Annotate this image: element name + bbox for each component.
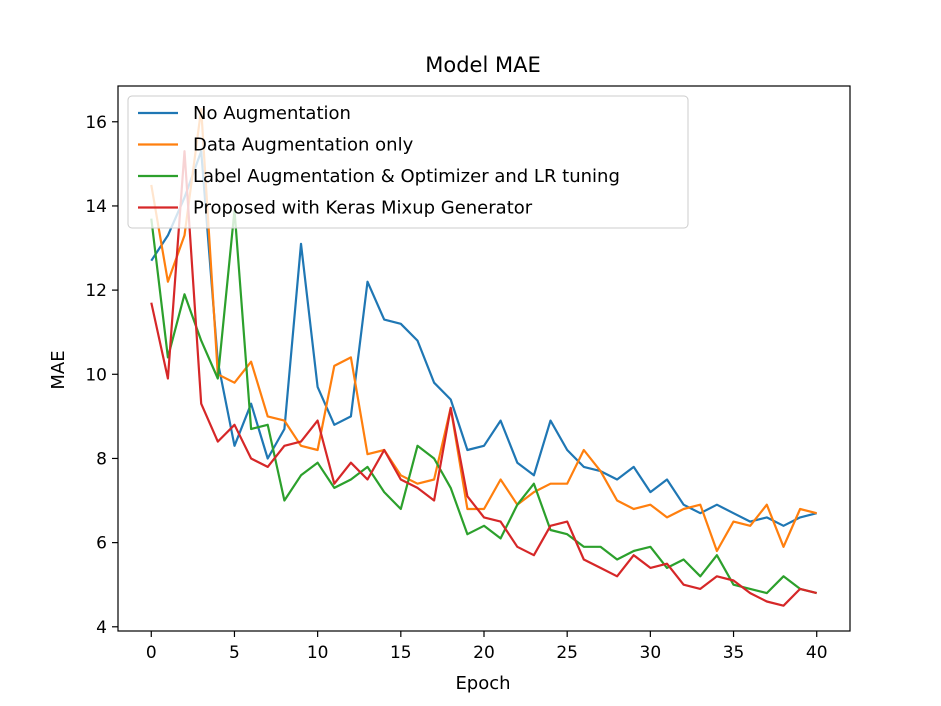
y-axis-title: MAE [48, 350, 69, 389]
legend: No Augmentation Data Augmentation only Lab… [127, 95, 689, 229]
x-tick-label: 35 [723, 643, 745, 663]
x-tick-label: 5 [229, 643, 240, 663]
x-tick-label: 25 [556, 643, 578, 663]
y-tick-label: 10 [85, 365, 107, 385]
x-axis-title: Epoch [455, 673, 510, 694]
x-tick-label: 30 [640, 643, 662, 663]
legend-label-1: No Augmentation [193, 103, 351, 124]
chart-title: Model MAE [425, 53, 540, 77]
y-tick-label: 14 [85, 197, 107, 217]
series-line-4 [150, 150, 817, 607]
y-tick-label: 4 [96, 618, 107, 638]
x-tick-label: 20 [473, 643, 495, 663]
series-layer [150, 107, 817, 607]
legend-label-2: Data Augmentation only [193, 135, 414, 156]
y-tick-label: 12 [85, 281, 107, 301]
legend-label-3: Label Augmentation & Optimizer and LR tu… [193, 166, 620, 187]
y-axis: 4 6 8 10 12 14 16 [85, 113, 118, 638]
x-tick-label: 10 [307, 643, 329, 663]
y-tick-label: 8 [96, 449, 107, 469]
series-line-1 [150, 150, 817, 527]
legend-box [127, 95, 689, 229]
x-tick-label: 15 [390, 643, 412, 663]
y-tick-label: 16 [85, 113, 107, 133]
legend-label-4: Proposed with Keras Mixup Generator [193, 198, 533, 219]
x-tick-label: 40 [806, 643, 828, 663]
series-line-3 [150, 209, 817, 595]
x-axis: 0 5 10 15 20 25 30 35 40 [146, 631, 828, 663]
y-tick-label: 6 [96, 534, 107, 554]
series-line-2 [150, 107, 817, 553]
x-tick-label: 0 [146, 643, 157, 663]
